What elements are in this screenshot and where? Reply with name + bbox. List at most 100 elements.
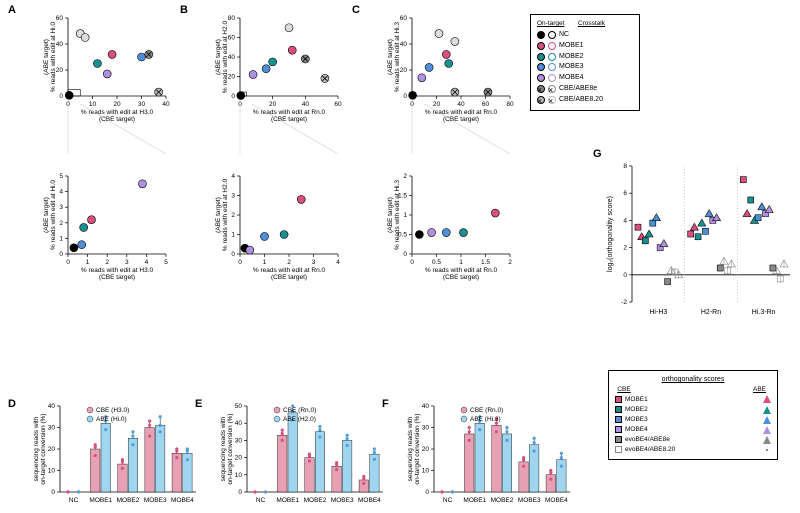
svg-text:% reads with edit at Hi.3: % reads with edit at Hi.3	[394, 22, 401, 92]
svg-text:0: 0	[238, 101, 242, 108]
svg-text:30: 30	[235, 437, 243, 444]
svg-text:1: 1	[59, 235, 63, 242]
svg-text:log₂(orthogonality score): log₂(orthogonality score)	[607, 196, 614, 272]
svg-text:% reads with edit at H2.0: % reads with edit at H2.0	[222, 178, 229, 251]
svg-text:% reads with edit at Hi.3: % reads with edit at Hi.3	[394, 180, 401, 250]
svg-text:on-target conversion (%): on-target conversion (%)	[227, 413, 234, 484]
svg-text:0: 0	[238, 489, 242, 496]
svg-text:5: 5	[164, 259, 168, 266]
svg-text:(CBE target): (CBE target)	[271, 116, 307, 123]
svg-text:0: 0	[59, 251, 63, 258]
legend-g: orthogonality scores CBEABE MOBE1MOBE2MO…	[608, 370, 778, 460]
svg-text:-2: -2	[621, 299, 627, 306]
svg-text:80: 80	[506, 101, 514, 108]
svg-text:(CBE target): (CBE target)	[99, 116, 135, 123]
svg-text:% reads with edit at Rn.0: % reads with edit at Rn.0	[253, 109, 326, 116]
svg-text:20: 20	[422, 446, 430, 453]
svg-text:20: 20	[269, 101, 277, 108]
svg-text:% reads with edit at H2.0: % reads with edit at H2.0	[222, 20, 229, 93]
svg-text:0: 0	[410, 259, 414, 266]
svg-text:(ABE target): (ABE target)	[387, 39, 394, 75]
svg-text:% reads with edit at H3.0: % reads with edit at H3.0	[81, 109, 154, 116]
svg-text:0.5: 0.5	[432, 259, 441, 266]
svg-text:10: 10	[422, 468, 430, 475]
svg-text:CBE (H3.0): CBE (H3.0)	[96, 407, 129, 414]
svg-text:30: 30	[48, 425, 56, 432]
svg-text:40: 40	[162, 101, 170, 108]
barchart-e: 01020304050NCMOBE1MOBE2MOBE3MOBE4sequenc…	[217, 402, 387, 510]
svg-text:(CBE target): (CBE target)	[271, 274, 307, 281]
svg-text:CBE (Rn.0): CBE (Rn.0)	[283, 407, 316, 414]
svg-text:% reads with edit at Rn.0: % reads with edit at Rn.0	[253, 267, 326, 274]
svg-text:on-target conversion (%): on-target conversion (%)	[40, 413, 47, 484]
svg-text:1.5: 1.5	[481, 259, 490, 266]
svg-text:20: 20	[113, 101, 121, 108]
panel-label-b: B	[180, 4, 188, 16]
svg-text:0: 0	[238, 259, 242, 266]
svg-text:3: 3	[125, 259, 129, 266]
svg-text:1: 1	[86, 259, 90, 266]
svg-text:0: 0	[66, 259, 70, 266]
panel-g-chart: -202468Hi-H3H2-RnHi.3-Rnlog₂(orthogonali…	[604, 160, 794, 320]
svg-text:MOBE2: MOBE2	[117, 497, 140, 504]
svg-text:40: 40	[235, 420, 243, 427]
svg-text:ABE (H2.0): ABE (H2.0)	[283, 416, 316, 423]
svg-text:60: 60	[400, 15, 408, 22]
svg-text:NC: NC	[256, 497, 266, 504]
svg-text:ABE (Hi.0): ABE (Hi.0)	[96, 416, 127, 423]
svg-text:2: 2	[105, 259, 109, 266]
scatter-c-main: 0204060800204060% reads with edit at Rn.…	[384, 14, 514, 124]
svg-text:1: 1	[459, 259, 463, 266]
svg-text:2: 2	[508, 259, 512, 266]
svg-text:NC: NC	[69, 497, 79, 504]
svg-text:0: 0	[51, 489, 55, 496]
svg-text:CBE (Rn.0): CBE (Rn.0)	[470, 407, 503, 414]
svg-text:4: 4	[145, 259, 149, 266]
svg-text:MOBE1: MOBE1	[463, 497, 486, 504]
svg-text:0: 0	[410, 101, 414, 108]
panel-label-c: C	[352, 4, 360, 16]
svg-text:2: 2	[623, 245, 627, 252]
svg-text:MOBE4: MOBE4	[358, 497, 381, 504]
svg-text:10: 10	[89, 101, 97, 108]
svg-text:on-target conversion (%): on-target conversion (%)	[414, 413, 421, 484]
svg-text:1: 1	[263, 259, 267, 266]
scatter-a-zoom: 012345012345% reads with edit at H3.0(CB…	[40, 172, 170, 282]
svg-text:MOBE4: MOBE4	[545, 497, 568, 504]
svg-text:MOBE3: MOBE3	[144, 497, 167, 504]
svg-text:4: 4	[59, 189, 63, 196]
svg-text:MOBE3: MOBE3	[518, 497, 541, 504]
svg-text:2: 2	[287, 259, 291, 266]
svg-text:0: 0	[403, 251, 407, 258]
svg-text:4: 4	[336, 259, 340, 266]
svg-text:MOBE4: MOBE4	[171, 497, 194, 504]
svg-text:40: 40	[48, 403, 56, 410]
svg-text:1: 1	[403, 212, 407, 219]
svg-text:(ABE target): (ABE target)	[215, 197, 222, 233]
svg-text:4: 4	[623, 217, 627, 224]
svg-text:40: 40	[422, 403, 430, 410]
svg-text:30: 30	[422, 425, 430, 432]
svg-text:MOBE3: MOBE3	[331, 497, 354, 504]
svg-text:0: 0	[231, 93, 235, 100]
svg-text:10: 10	[48, 468, 56, 475]
svg-text:(ABE target): (ABE target)	[387, 197, 394, 233]
svg-text:0: 0	[59, 93, 63, 100]
svg-text:3: 3	[231, 193, 235, 200]
svg-text:ABE (Hi.3): ABE (Hi.3)	[470, 416, 501, 423]
panel-label-d: D	[8, 398, 16, 410]
scatter-a-main: 0102030400204060% reads with edit at H3.…	[40, 14, 170, 124]
svg-text:Hi-H3: Hi-H3	[649, 309, 667, 316]
svg-text:MOBE1: MOBE1	[276, 497, 299, 504]
svg-text:(ABE target): (ABE target)	[215, 39, 222, 75]
svg-text:40: 40	[302, 101, 310, 108]
svg-text:(CBE target): (CBE target)	[443, 116, 479, 123]
svg-text:sequencing reads with: sequencing reads with	[407, 416, 414, 481]
svg-text:20: 20	[48, 446, 56, 453]
barchart-f: 010203040NCMOBE1MOBE2MOBE3MOBE4sequencin…	[404, 402, 574, 510]
svg-text:5: 5	[59, 173, 63, 180]
svg-text:(CBE target): (CBE target)	[99, 274, 135, 281]
svg-text:sequencing reads with: sequencing reads with	[33, 416, 40, 481]
svg-text:2: 2	[403, 173, 407, 180]
svg-text:4: 4	[231, 173, 235, 180]
